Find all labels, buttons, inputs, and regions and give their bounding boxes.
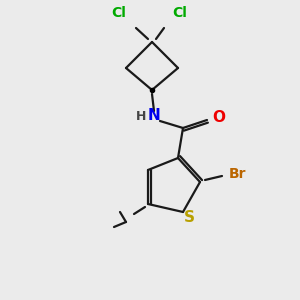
Text: Cl: Cl — [112, 6, 126, 20]
Text: N: N — [148, 109, 160, 124]
Text: O: O — [212, 110, 226, 124]
Text: S: S — [184, 209, 194, 224]
Text: Br: Br — [228, 167, 246, 181]
Text: H: H — [136, 110, 146, 124]
Text: Cl: Cl — [172, 6, 188, 20]
